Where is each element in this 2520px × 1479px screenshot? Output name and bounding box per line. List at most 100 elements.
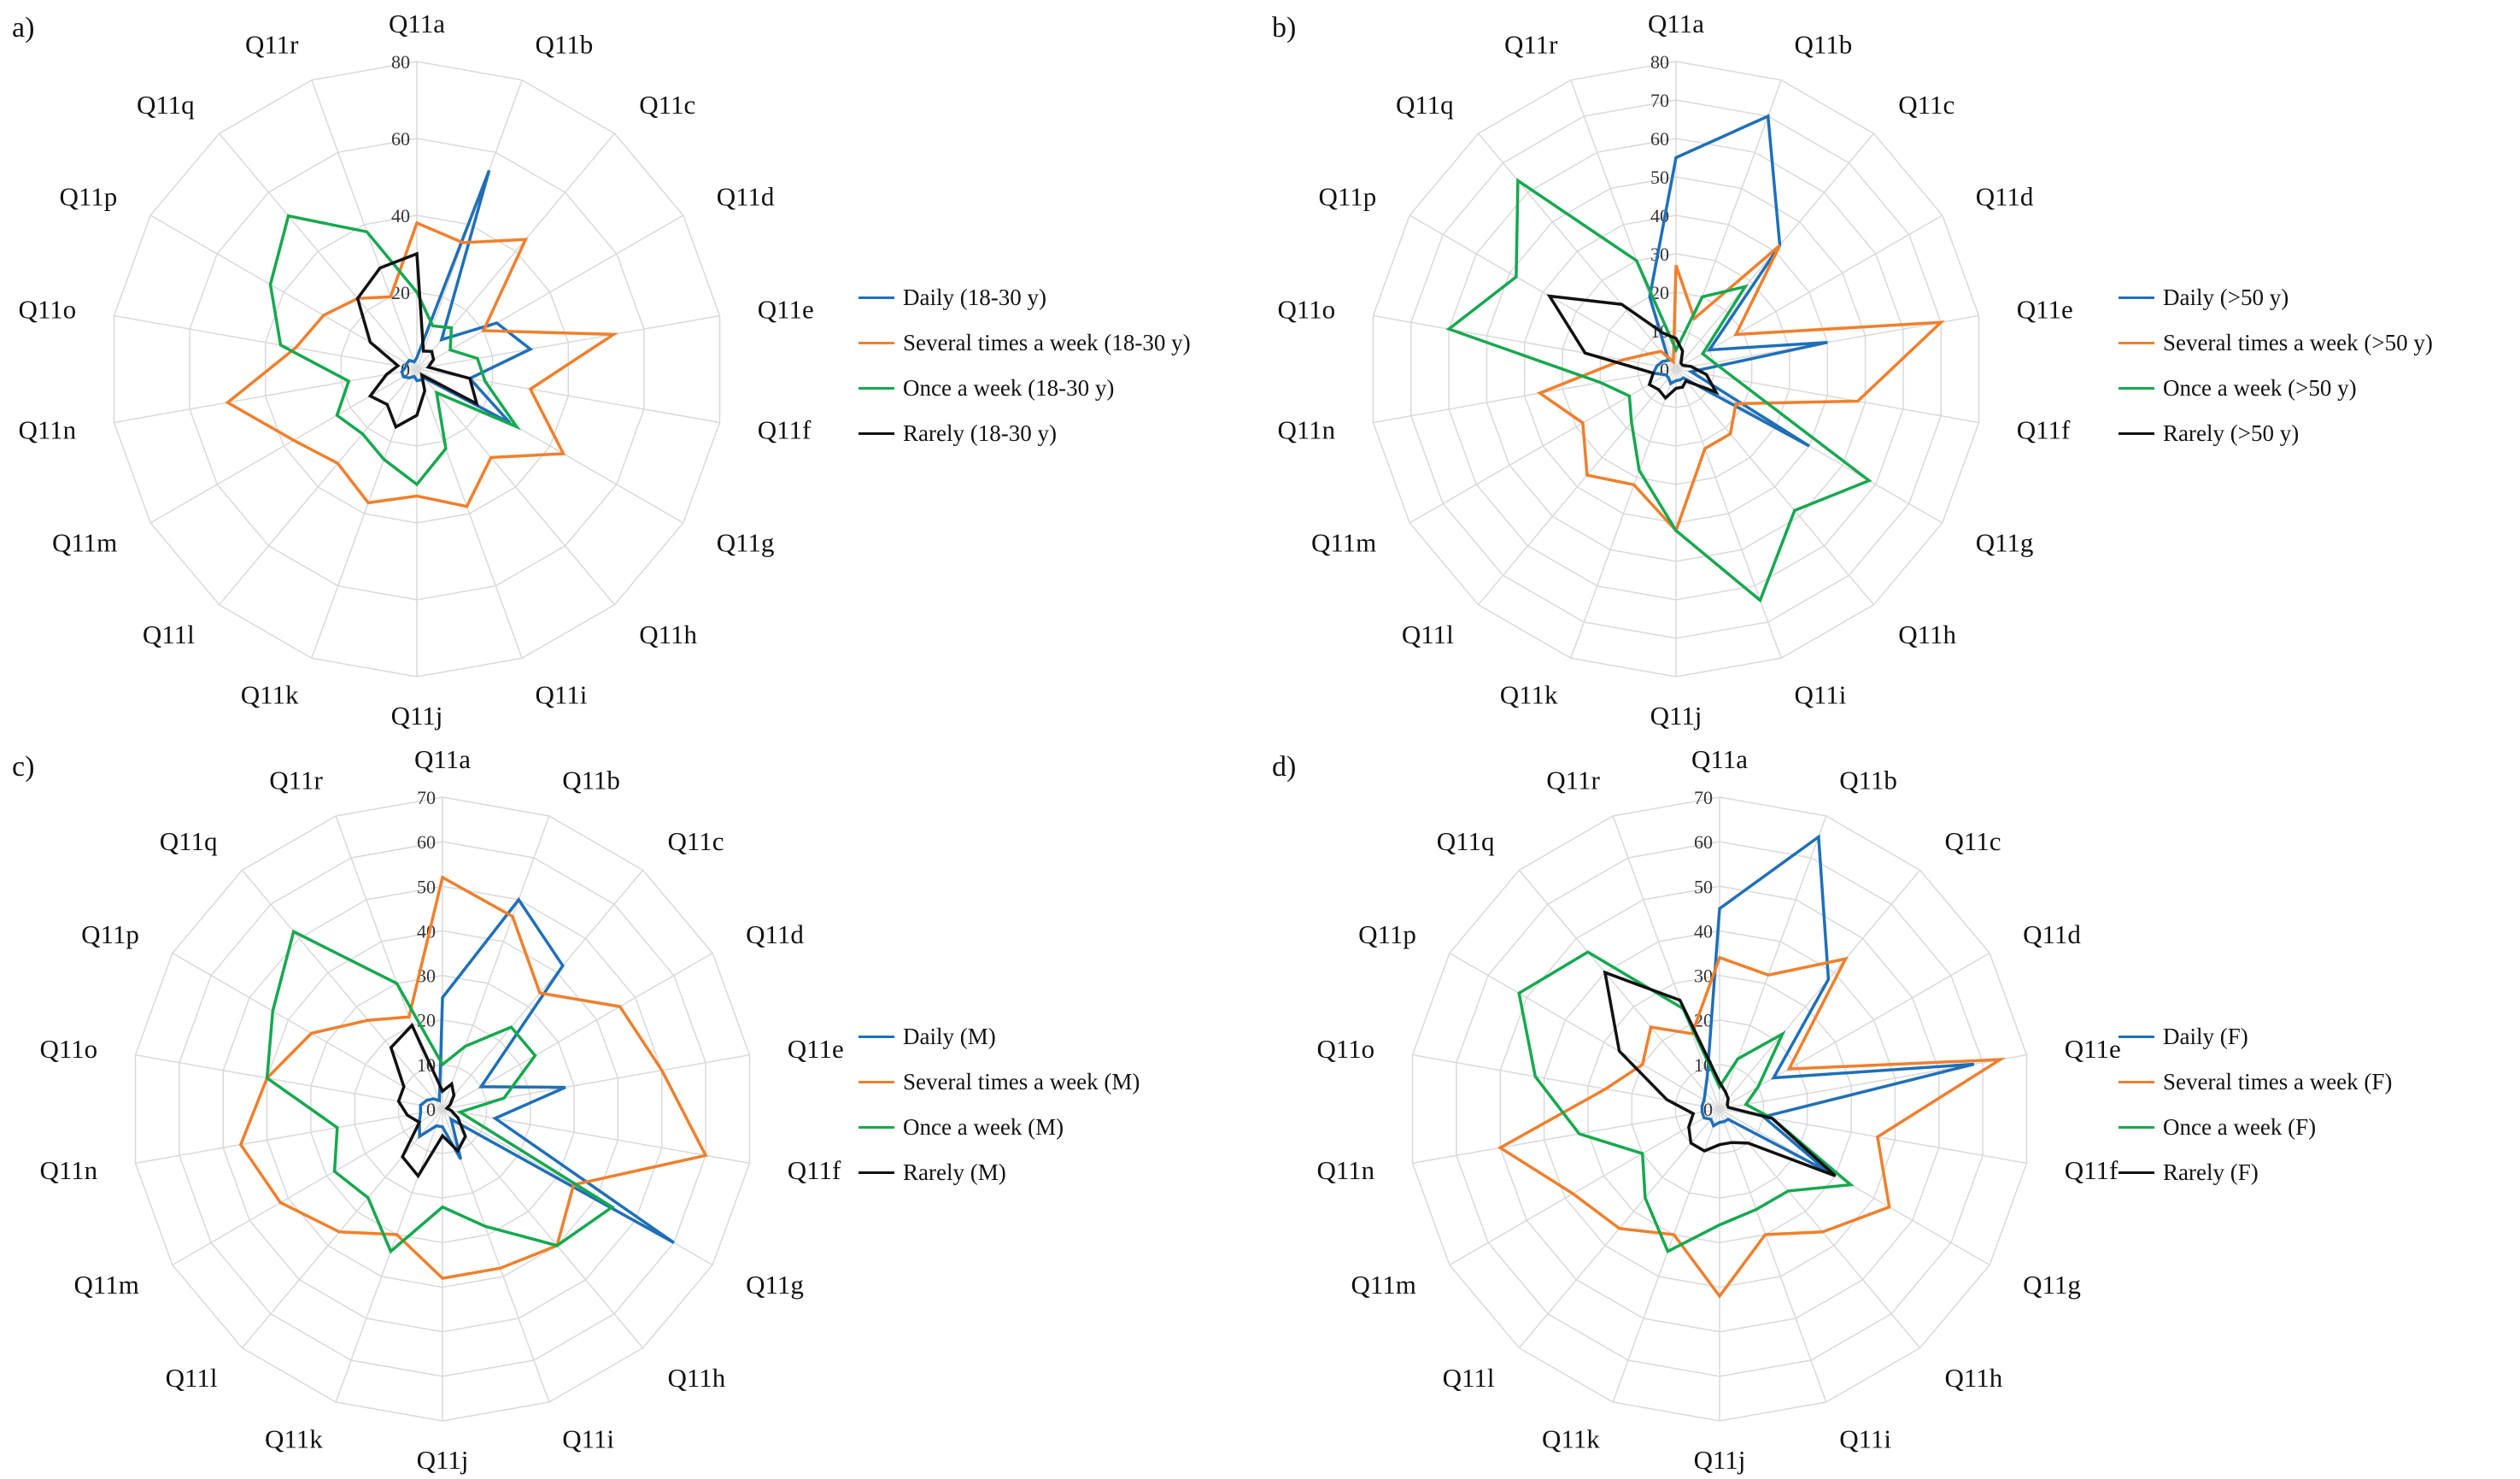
category-label: Q11g <box>1976 528 2034 558</box>
grid-spoke <box>114 314 418 370</box>
legend-swatch <box>859 342 894 344</box>
series-line <box>418 897 675 1244</box>
category-label: Q11d <box>2023 919 2081 949</box>
legend-swatch <box>859 296 894 299</box>
category-label: Q11c <box>1945 826 2001 856</box>
legend-swatch <box>859 1081 894 1083</box>
tick-label: 80 <box>1650 51 1669 73</box>
legend-label: Daily (>50 y) <box>2163 285 2289 310</box>
tick-label: 50 <box>417 876 436 897</box>
category-label: Q11j <box>417 1445 469 1475</box>
category-label: Q11i <box>536 680 588 710</box>
grid-spoke <box>1675 368 1979 424</box>
category-label: Q11e <box>788 1034 844 1064</box>
category-label: Q11j <box>1650 701 1702 731</box>
legend-item: Rarely (M) <box>859 1150 1140 1195</box>
category-label: Q11q <box>1396 90 1454 120</box>
category-label: Q11j <box>1694 1445 1746 1475</box>
tick-label: 60 <box>1694 831 1713 853</box>
category-label: Q11a <box>414 744 471 774</box>
category-label: Q11k <box>1500 680 1558 710</box>
tick-label: 70 <box>1650 90 1669 111</box>
category-label: Q11c <box>639 90 695 120</box>
legend-item: Once a week (F) <box>2119 1105 2392 1150</box>
panel-c: 0 10 20 30 40 50 60 70 Q11a Q11b Q11c Q11d Q11e Q11f Q… <box>0 739 1260 1479</box>
tick-label: 60 <box>1650 128 1669 150</box>
category-label: Q11d <box>1976 182 2034 212</box>
legend-label: Once a week (F) <box>2163 1114 2317 1140</box>
category-label: Q11l <box>143 619 195 649</box>
category-label: Q11e <box>2017 295 2073 325</box>
tick-label: 40 <box>391 205 410 226</box>
legend-item: Once a week (>50 y) <box>2119 366 2433 411</box>
category-label: Q11e <box>2065 1034 2121 1064</box>
grid-spoke <box>1719 1108 1921 1349</box>
legend-label: Daily (18-30 y) <box>903 285 1046 310</box>
category-label: Q11i <box>562 1423 614 1453</box>
panel-label: a) <box>12 12 35 44</box>
grid-spoke <box>1719 952 1990 1110</box>
category-label: Q11c <box>1898 90 1954 120</box>
category-label: Q11k <box>241 680 299 710</box>
category-label: Q11n <box>39 1155 97 1185</box>
category-label: Q11p <box>81 919 139 949</box>
legend-item: Rarely (>50 y) <box>2119 411 2433 456</box>
category-label: Q11m <box>1351 1270 1416 1300</box>
legend-label: Once a week (M) <box>903 1114 1064 1140</box>
legend: Daily (F) Several times a week (F) Once … <box>2119 1014 2392 1195</box>
legend-item: Several times a week (M) <box>859 1059 1140 1105</box>
grid-spoke <box>1409 214 1677 370</box>
legend-swatch <box>2119 432 2154 435</box>
tick-label: 50 <box>1650 167 1669 188</box>
grid-spoke <box>1449 952 1720 1110</box>
category-label: Q11d <box>746 919 804 949</box>
grid-spoke <box>1478 368 1677 606</box>
category-label: Q11j <box>391 701 443 731</box>
legend-label: Rarely (>50 y) <box>2163 420 2300 446</box>
category-label: Q11q <box>1437 826 1495 856</box>
legend-swatch <box>2119 342 2154 344</box>
legend-label: Rarely (M) <box>903 1159 1006 1185</box>
legend-label: Once a week (>50 y) <box>2163 375 2357 401</box>
panel-label: d) <box>1272 751 1297 783</box>
legend: Daily (>50 y) Several times a week (>50 … <box>2119 275 2433 456</box>
legend-item: Several times a week (F) <box>2119 1059 2392 1105</box>
category-label: Q11q <box>160 826 218 856</box>
series-line <box>1497 955 2007 1299</box>
grid-spoke <box>1612 1108 1720 1403</box>
legend-item: Daily (F) <box>2119 1014 2392 1059</box>
panel-label: b) <box>1272 12 1297 44</box>
grid-spoke <box>1675 214 1943 370</box>
tick-label: 30 <box>1650 244 1669 265</box>
grid-spoke <box>442 815 550 1110</box>
category-label: Q11n <box>18 414 76 444</box>
grid-spoke <box>1675 368 1782 659</box>
legend-item: Once a week (M) <box>859 1105 1140 1150</box>
legend-label: Several times a week (>50 y) <box>2163 330 2433 355</box>
grid-spoke <box>1675 368 1874 606</box>
category-label: Q11i <box>1839 1423 1891 1453</box>
category-label: Q11b <box>536 29 594 59</box>
grid-spoke <box>241 1108 443 1349</box>
category-label: Q11o <box>1316 1034 1374 1064</box>
series-line <box>225 220 619 508</box>
series-line <box>355 251 479 430</box>
grid-spoke <box>1409 368 1677 524</box>
category-label: Q11f <box>788 1155 841 1185</box>
series-line <box>1603 970 1837 1177</box>
category-label: Q11m <box>74 1270 139 1300</box>
grid-spoke <box>1719 1053 2027 1110</box>
category-label: Q11q <box>137 90 195 120</box>
series-line <box>1648 114 1828 448</box>
grid-spoke <box>1478 132 1677 370</box>
category-label: Q11g <box>717 528 775 558</box>
grid-spoke <box>311 368 418 659</box>
category-label: Q11d <box>717 182 775 212</box>
legend-swatch <box>2119 387 2154 390</box>
category-label: Q11k <box>265 1423 323 1453</box>
grid-spoke <box>135 1053 443 1110</box>
series-line <box>238 875 708 1280</box>
category-label: Q11l <box>166 1363 218 1393</box>
legend-label: Rarely (18-30 y) <box>903 420 1057 446</box>
category-label: Q11m <box>1311 528 1376 558</box>
